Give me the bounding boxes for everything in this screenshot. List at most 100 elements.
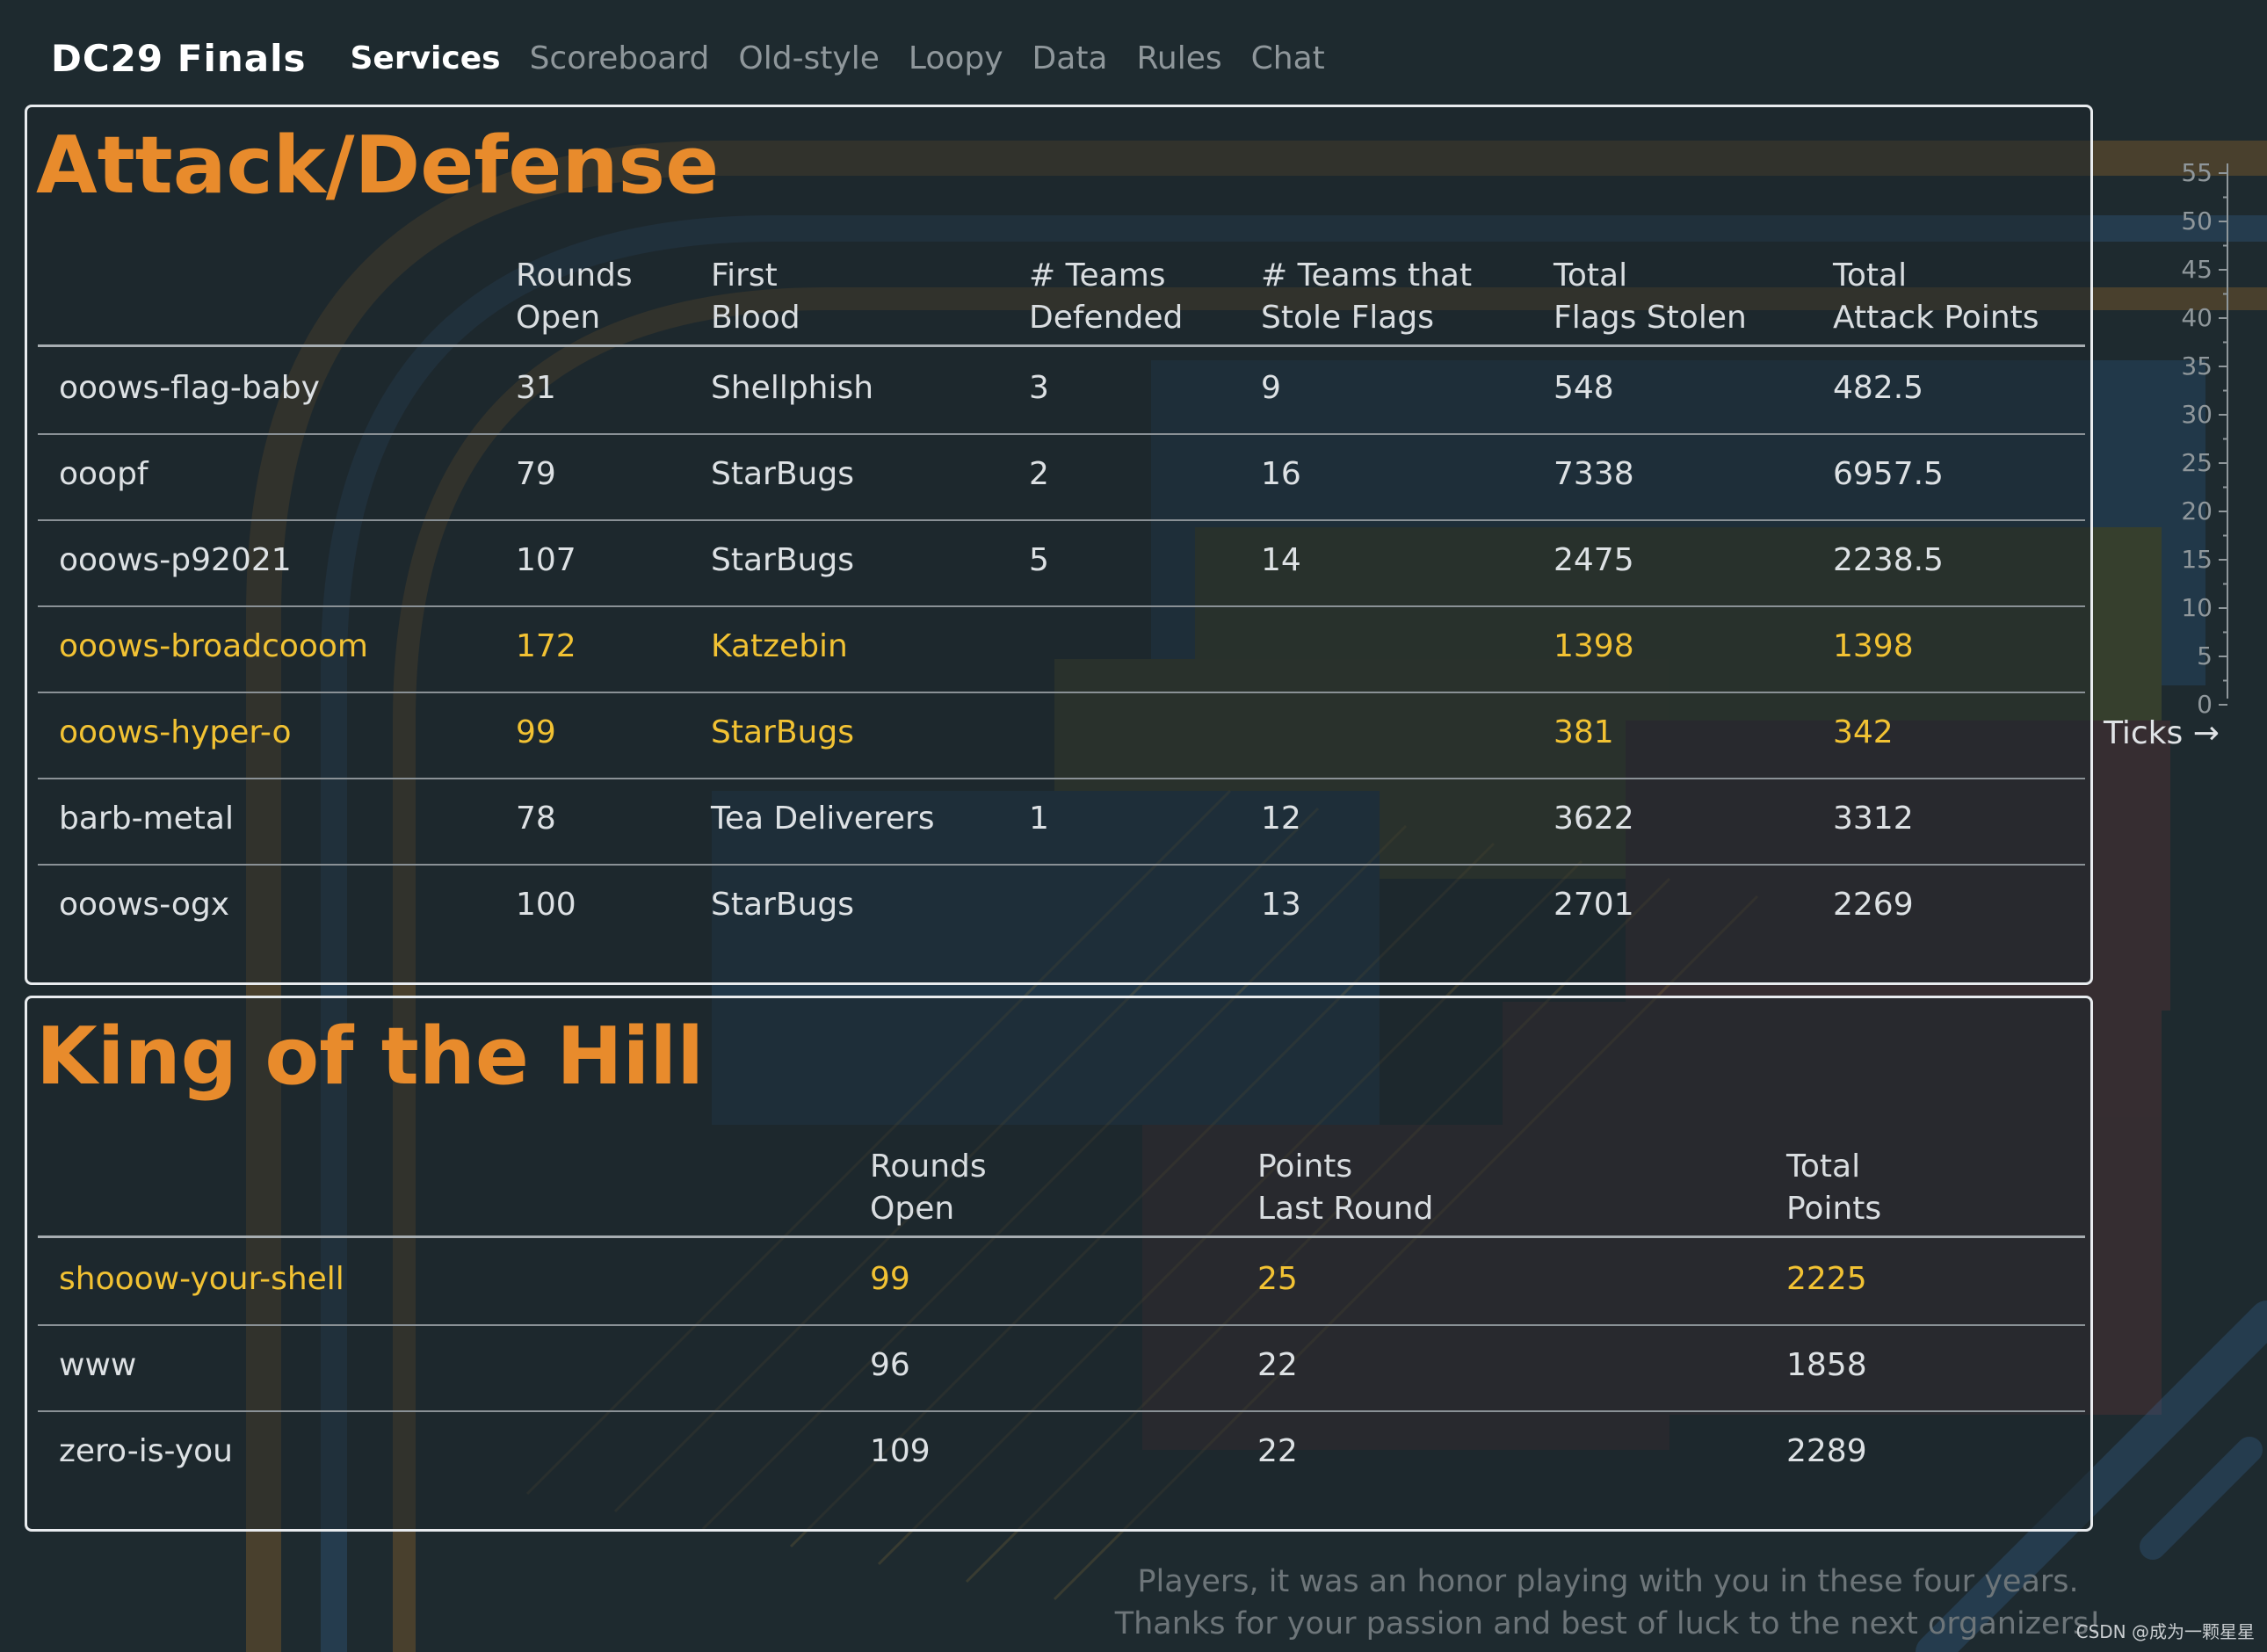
rounds-open-cell: 100 bbox=[516, 887, 576, 923]
service-name-cell[interactable]: barb-metal bbox=[59, 801, 234, 837]
service-name-cell[interactable]: ooows-flag-baby bbox=[59, 370, 320, 406]
attack-defense-title: Attack/Defense bbox=[36, 120, 720, 212]
rounds-open-cell: 79 bbox=[516, 456, 556, 492]
table-row: zero-is-you 109 22 2289 bbox=[38, 1410, 2085, 1496]
nav-rules[interactable]: Rules bbox=[1136, 40, 1222, 76]
axis-tick-label: 0 bbox=[2197, 690, 2213, 719]
teams-defended-cell: 5 bbox=[1029, 542, 1049, 578]
teams-defended-cell: 2 bbox=[1029, 456, 1049, 492]
attack-points-cell: 2269 bbox=[1833, 887, 1914, 923]
axis-tick-label: 10 bbox=[2181, 593, 2213, 622]
axis-tick-label: 45 bbox=[2181, 255, 2213, 284]
footer-message: Players, it was an honor playing with yo… bbox=[984, 1561, 2232, 1645]
ticks-axis-label: Ticks → bbox=[2104, 715, 2220, 751]
top-navigation: DC29 Finals Services Scoreboard Old-styl… bbox=[51, 23, 1354, 93]
flags-stolen-cell: 1398 bbox=[1554, 628, 1634, 664]
col-attack-points: Total Attack Points bbox=[1833, 257, 2039, 336]
table-row: ooows-broadcooom 172 Katzebin 1398 1398 bbox=[38, 605, 2085, 693]
nav-chat[interactable]: Chat bbox=[1250, 40, 1325, 76]
axis-tick-label: 40 bbox=[2181, 303, 2213, 332]
attack-points-cell: 2238.5 bbox=[1833, 542, 1944, 578]
nav-data[interactable]: Data bbox=[1032, 40, 1108, 76]
koth-title: King of the Hill bbox=[36, 1011, 705, 1103]
table-row: shooow-your-shell 99 25 2225 bbox=[38, 1238, 2085, 1326]
footer-line-2: Thanks for your passion and best of luck… bbox=[1114, 1606, 2102, 1641]
flags-stolen-cell: 548 bbox=[1554, 370, 1614, 406]
first-blood-cell: Tea Deliverers bbox=[711, 801, 935, 837]
total-points-cell: 1858 bbox=[1786, 1347, 1867, 1383]
rounds-open-cell: 172 bbox=[516, 628, 576, 664]
nav-loopy[interactable]: Loopy bbox=[908, 40, 1003, 76]
first-blood-cell: StarBugs bbox=[711, 714, 854, 750]
service-name-cell[interactable]: ooows-ogx bbox=[59, 887, 230, 923]
koth-table-header: Rounds Open Points Last Round Total Poin… bbox=[38, 1130, 2085, 1238]
col-koth-rounds-open: Rounds Open bbox=[870, 1148, 987, 1227]
nav-scoreboard[interactable]: Scoreboard bbox=[529, 40, 710, 76]
axis-tick-label: 25 bbox=[2181, 448, 2213, 477]
axis-tick-label: 55 bbox=[2181, 158, 2213, 187]
flags-stolen-cell: 381 bbox=[1554, 714, 1614, 750]
rounds-open-cell: 107 bbox=[516, 542, 576, 578]
service-name-cell[interactable]: ooopf bbox=[59, 456, 148, 492]
teams-stole-cell: 16 bbox=[1261, 456, 1301, 492]
brand-logo[interactable]: DC29 Finals bbox=[51, 36, 307, 80]
total-points-cell: 2225 bbox=[1786, 1261, 1867, 1297]
service-name-cell[interactable]: ooows-p92021 bbox=[59, 542, 292, 578]
table-row: barb-metal 78 Tea Deliverers 1 12 3622 3312 bbox=[38, 778, 2085, 866]
col-teams-stole: # Teams that Stole Flags bbox=[1261, 257, 1473, 336]
footer-line-1: Players, it was an honor playing with yo… bbox=[1137, 1564, 2079, 1599]
axis-tick-label: 50 bbox=[2181, 206, 2213, 235]
attack-points-cell: 6957.5 bbox=[1833, 456, 1944, 492]
rounds-open-cell: 96 bbox=[870, 1347, 910, 1383]
attack-points-cell: 1398 bbox=[1833, 628, 1914, 664]
axis-tick-label: 30 bbox=[2181, 400, 2213, 429]
total-points-cell: 2289 bbox=[1786, 1433, 1867, 1469]
ticks-axis: 55 50 45 40 35 30 25 20 15 10 5 0 bbox=[2091, 149, 2267, 764]
axis-tick-label: 35 bbox=[2181, 351, 2213, 380]
teams-stole-cell: 13 bbox=[1261, 887, 1301, 923]
first-blood-cell: Katzebin bbox=[711, 628, 848, 664]
col-koth-points-last: Points Last Round bbox=[1257, 1148, 1434, 1227]
axis-tick-label: 15 bbox=[2181, 545, 2213, 574]
table-row: www 96 22 1858 bbox=[38, 1324, 2085, 1412]
rounds-open-cell: 109 bbox=[870, 1433, 931, 1469]
teams-stole-cell: 14 bbox=[1261, 542, 1301, 578]
rounds-open-cell: 78 bbox=[516, 801, 556, 837]
points-last-round-cell: 22 bbox=[1257, 1347, 1298, 1383]
flags-stolen-cell: 3622 bbox=[1554, 801, 1634, 837]
table-row: ooows-flag-baby 31 Shellphish 3 9 548 482.5 bbox=[38, 347, 2085, 435]
col-koth-total: Total Points bbox=[1786, 1148, 1882, 1227]
nav-services[interactable]: Services bbox=[350, 40, 501, 76]
first-blood-cell: StarBugs bbox=[711, 456, 854, 492]
col-first-blood: First Blood bbox=[711, 257, 800, 336]
first-blood-cell: StarBugs bbox=[711, 542, 854, 578]
teams-stole-cell: 12 bbox=[1261, 801, 1301, 837]
col-rounds-open: Rounds Open bbox=[516, 257, 633, 336]
points-last-round-cell: 22 bbox=[1257, 1433, 1298, 1469]
flags-stolen-cell: 2701 bbox=[1554, 887, 1634, 923]
teams-defended-cell: 3 bbox=[1029, 370, 1049, 406]
axis-line bbox=[2219, 163, 2228, 706]
col-teams-defended: # Teams Defended bbox=[1029, 257, 1184, 336]
teams-defended-cell: 1 bbox=[1029, 801, 1049, 837]
attack-points-cell: 482.5 bbox=[1833, 370, 1924, 406]
axis-tick-label: 20 bbox=[2181, 496, 2213, 525]
service-name-cell[interactable]: ooows-hyper-o bbox=[59, 714, 292, 750]
table-row: ooows-ogx 100 StarBugs 13 2701 2269 bbox=[38, 864, 2085, 950]
flags-stolen-cell: 2475 bbox=[1554, 542, 1634, 578]
table-row: ooows-hyper-o 99 StarBugs 381 342 bbox=[38, 692, 2085, 779]
col-total-flags: Total Flags Stolen bbox=[1554, 257, 1747, 336]
first-blood-cell: StarBugs bbox=[711, 887, 854, 923]
attack-defense-table-header: Rounds Open First Blood # Teams Defended… bbox=[38, 239, 2085, 347]
teams-stole-cell: 9 bbox=[1261, 370, 1281, 406]
service-name-cell[interactable]: shooow-your-shell bbox=[59, 1261, 344, 1297]
koth-panel: King of the Hill Rounds Open Points Last… bbox=[25, 996, 2093, 1532]
attack-points-cell: 3312 bbox=[1833, 801, 1914, 837]
service-name-cell[interactable]: www bbox=[59, 1347, 137, 1383]
service-name-cell[interactable]: ooows-broadcooom bbox=[59, 628, 369, 664]
service-name-cell[interactable]: zero-is-you bbox=[59, 1433, 233, 1469]
rounds-open-cell: 99 bbox=[516, 714, 556, 750]
flags-stolen-cell: 7338 bbox=[1554, 456, 1634, 492]
nav-old-style[interactable]: Old-style bbox=[738, 40, 880, 76]
rounds-open-cell: 31 bbox=[516, 370, 556, 406]
